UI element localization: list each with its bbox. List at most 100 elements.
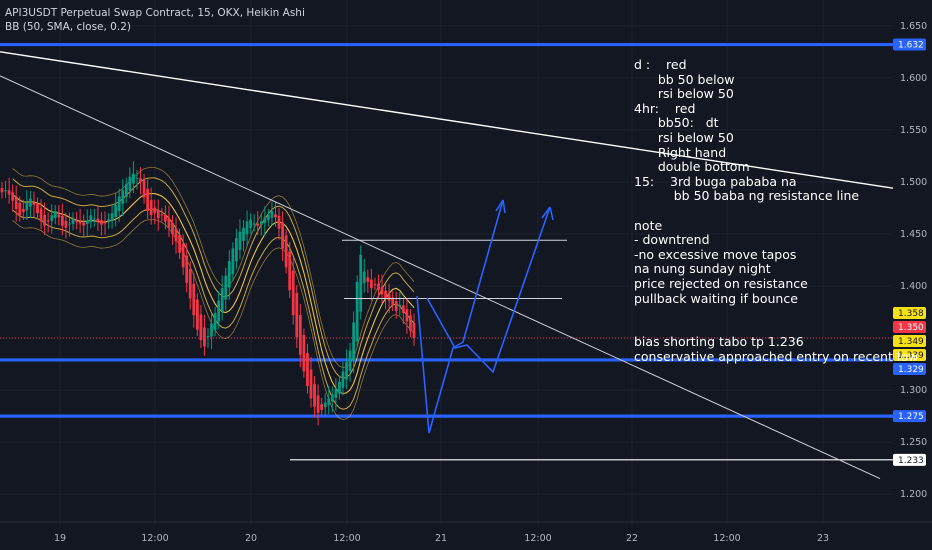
candle-body [295,292,299,338]
note-line: bb50: dt [634,115,719,131]
candle-body [4,190,7,192]
candle-body [46,220,50,222]
note-line: bb 50 below [634,71,735,87]
trendline-resistance-long [0,51,894,189]
time-tick-label: 12:00 [333,533,360,544]
candle-body [355,281,359,342]
candle-body [288,251,292,291]
symbol-title[interactable]: API3USDT Perpetual Swap Contract, 15, OK… [5,7,305,19]
note-line: double bottom [634,159,750,175]
candle-body [25,202,29,211]
candle-body [348,350,352,371]
analysis-notes-text[interactable]: d : red bb 50 below rsi below 50 4hr: red… [634,57,918,364]
candle-body [178,234,181,253]
note-line: 15: 3rd buga pababa na [634,173,797,189]
candle-body [398,304,402,307]
candle-body [380,287,384,295]
candle-body [43,214,47,226]
candle-body [274,214,277,218]
candle-body [352,322,356,361]
candle-body [29,198,32,207]
candle-body [32,202,36,205]
candle-body [171,222,174,234]
price-tick-label: 1.450 [900,229,927,240]
candle-body [53,211,57,219]
price-tick-label: 1.250 [900,437,927,448]
candle-body [174,228,178,242]
candle-body [412,323,416,339]
level-price-badge [893,410,926,423]
candle-body [36,203,39,214]
price-badge [893,349,926,361]
candle-body [220,288,224,312]
candle-body [231,248,235,275]
candle-body [206,335,210,337]
level-price-badge-label: 1.632 [898,41,924,51]
candle-body [249,219,253,228]
indicator-legend[interactable]: BB (50, SMA, close, 0.2) [5,21,131,33]
candle-body [235,238,238,262]
candle-body [373,283,377,285]
price-tick-label: 1.200 [900,489,927,500]
candle-body [320,404,324,410]
candle-body [313,383,316,407]
candle-body [302,334,306,372]
candle-body [281,222,284,249]
candle-body [85,220,89,225]
price-badge-label: 1.329 [898,365,924,375]
level-price-badge-label: 1.233 [898,456,924,466]
time-tick-label: 23 [817,533,829,544]
projection-path-1 [416,199,504,434]
candle-body [277,215,281,229]
bb-band-line [12,208,415,410]
note-line: note [634,217,663,233]
candle-body [163,214,167,222]
candle-body [78,221,82,224]
candle-body [124,184,128,197]
candle-body [132,173,135,184]
candle-body [210,323,213,337]
candle-body [387,294,391,301]
candle-body [338,381,341,394]
candle-body [107,219,110,223]
candle-body [401,305,405,314]
candle-body [377,283,380,291]
candle-body [92,218,96,220]
candle-body [139,178,142,182]
candle-body [57,214,61,218]
note-line [634,321,918,336]
candle-body [252,223,256,225]
time-axis[interactable]: 19 12:00 20 12:00 21 12:00 22 12:00 23 [0,521,932,544]
candle-body [0,188,4,193]
note-line: na nung sunday night [634,261,771,277]
candle-body [100,220,103,225]
candle-body [238,231,242,250]
candle-body [213,313,217,330]
bb-band-line [12,193,415,395]
candle-body [362,271,366,284]
candle-body [96,218,100,222]
price-badges: 1.358 1.350 1.349 1.339 1.329 1.632 1.275 1.233 [893,38,926,466]
candle-body [203,327,206,347]
level-price-badge-label: 1.275 [898,412,924,422]
candle-body [50,215,54,221]
note-line: 4hr: red [634,100,696,116]
candle-body [7,190,11,195]
candle-body [369,279,373,289]
price-tick-label: 1.500 [900,177,927,188]
time-tick-label: 12:00 [141,533,168,544]
time-tick-label: 12:00 [524,533,551,544]
candle-body [195,299,199,330]
candle-body [270,211,274,218]
candle-body [135,177,139,179]
candle-body [153,207,157,214]
candle-body [316,395,320,413]
candle-body [366,277,370,282]
candle-body [199,314,203,341]
candle-body [75,221,78,223]
projection-arrowhead-2 [541,206,554,221]
level-price-badge [893,453,926,466]
price-badge-label: 1.350 [898,323,924,333]
candle-body [185,255,189,283]
